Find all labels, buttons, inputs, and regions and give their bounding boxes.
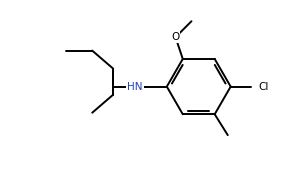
Text: O: O (171, 32, 180, 42)
Text: Cl: Cl (258, 82, 269, 92)
Text: HN: HN (127, 82, 143, 92)
